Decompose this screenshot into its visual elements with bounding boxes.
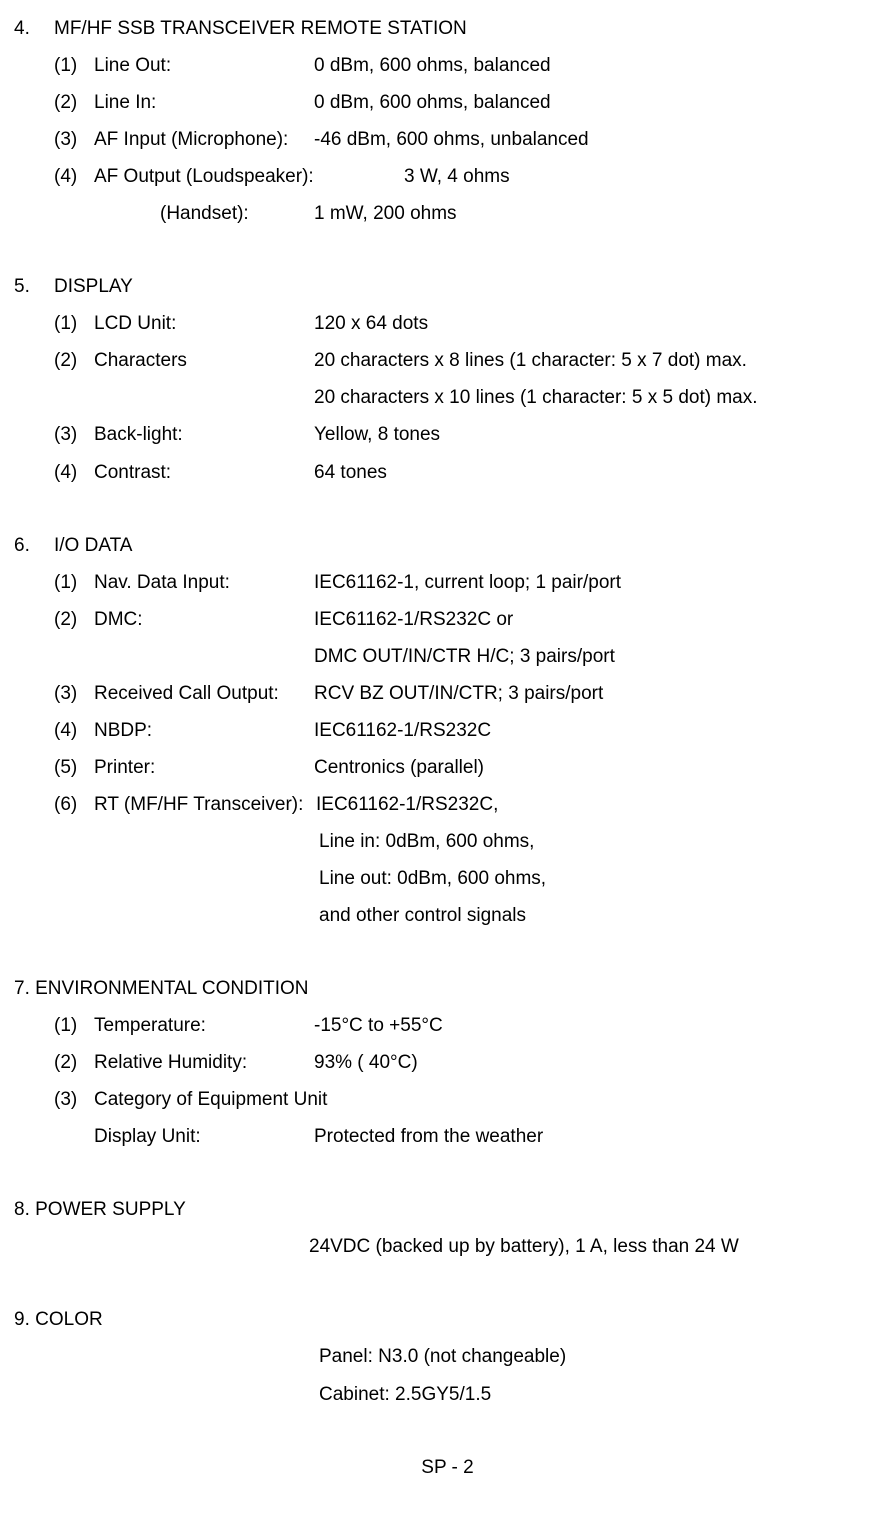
item-value: 93% ( 40°C) [314,1044,881,1081]
s6-item-6d: and other control signals [14,897,881,934]
s5-item-3: (3) Back-light: Yellow, 8 tones [14,416,881,453]
s7-item-3: (3) Category of Equipment Unit [14,1081,881,1118]
s6-item-6: (6) RT (MF/HF Transceiver): IEC61162-1/R… [14,786,881,823]
s4-item-1: (1) Line Out: 0 dBm, 600 ohms, balanced [14,47,881,84]
section-6-heading: I/O DATA [54,527,132,564]
item-num: (3) [54,416,94,453]
section-4-heading: MF/HF SSB TRANSCEIVER REMOTE STATION [54,10,467,47]
item-value: IEC61162-1, current loop; 1 pair/port [314,564,881,601]
s6-item-4: (4) NBDP: IEC61162-1/RS232C [14,712,881,749]
section-6-num: 6. [14,527,54,564]
section-5-heading: DISPLAY [54,268,133,305]
item-num: (2) [54,1044,94,1081]
item-num: (5) [54,749,94,786]
s4-handset: (Handset): 1 mW, 200 ohms [14,195,881,232]
item-num: (1) [54,305,94,342]
item-label: Category of Equipment Unit [94,1081,327,1118]
item-num: (3) [54,121,94,158]
item-label: Nav. Data Input: [94,564,314,601]
section-5-num: 5. [14,268,54,305]
s4-item-2: (2) Line In: 0 dBm, 600 ohms, balanced [14,84,881,121]
item-num: (6) [54,786,94,823]
item-num: (4) [54,712,94,749]
section-4-title: 4. MF/HF SSB TRANSCEIVER REMOTE STATION [14,10,881,47]
handset-value: 1 mW, 200 ohms [314,195,457,232]
item-label: Received Call Output: [94,675,314,712]
item-label: DMC: [94,601,314,638]
s6-item-5: (5) Printer: Centronics (parallel) [14,749,881,786]
item-num: (2) [54,342,94,379]
item-label: NBDP: [94,712,314,749]
section-7-title: 7. ENVIRONMENTAL CONDITION [14,970,881,1007]
item-num: (4) [54,454,94,491]
item-num: (1) [54,47,94,84]
s7-display-unit: Display Unit: Protected from the weather [14,1118,881,1155]
item-label: Contrast: [94,454,314,491]
item-value: IEC61162-1/RS232C, [316,786,881,823]
s9-v1: Panel: N3.0 (not changeable) [14,1338,881,1375]
s8-value: 24VDC (backed up by battery), 1 A, less … [14,1228,881,1265]
item-value: 3 W, 4 ohms [404,158,881,195]
section-6-title: 6. I/O DATA [14,527,881,564]
s5-item-4: (4) Contrast: 64 tones [14,454,881,491]
item-num: (1) [54,564,94,601]
s6-item-2: (2) DMC: IEC61162-1/RS232C or [14,601,881,638]
item-value: IEC61162-1/RS232C [314,712,881,749]
s5-item-2b: 20 characters x 10 lines (1 character: 5… [14,379,881,416]
item-label: Line Out: [94,47,314,84]
item-label: Relative Humidity: [94,1044,314,1081]
item-value: Centronics (parallel) [314,749,881,786]
s5-item-1: (1) LCD Unit: 120 x 64 dots [14,305,881,342]
s4-item-4: (4) AF Output (Loudspeaker): 3 W, 4 ohms [14,158,881,195]
s7-item-2: (2) Relative Humidity: 93% ( 40°C) [14,1044,881,1081]
item-label: AF Output (Loudspeaker): [94,158,404,195]
item-label: Printer: [94,749,314,786]
item-label: LCD Unit: [94,305,314,342]
item-value: IEC61162-1/RS232C or [314,601,881,638]
item-num: (1) [54,1007,94,1044]
item-value: -15°C to +55°C [314,1007,881,1044]
item-label: AF Input (Microphone): [94,121,314,158]
item-num: (2) [54,601,94,638]
item-num: (3) [54,675,94,712]
s7-item-1: (1) Temperature: -15°C to +55°C [14,1007,881,1044]
s6-item-6c: Line out: 0dBm, 600 ohms, [14,860,881,897]
section-4-num: 4. [14,10,54,47]
item-value: 20 characters x 8 lines (1 character: 5 … [314,342,881,379]
item-value: RCV BZ OUT/IN/CTR; 3 pairs/port [314,675,881,712]
item-label: Characters [94,342,314,379]
item-label: Back-light: [94,416,314,453]
item-label: Line In: [94,84,314,121]
item-value: 0 dBm, 600 ohms, balanced [314,84,881,121]
section-8-title: 8. POWER SUPPLY [14,1191,881,1228]
s6-item-3: (3) Received Call Output: RCV BZ OUT/IN/… [14,675,881,712]
item-value: 0 dBm, 600 ohms, balanced [314,47,881,84]
s4-item-3: (3) AF Input (Microphone): -46 dBm, 600 … [14,121,881,158]
s6-item-2b: DMC OUT/IN/CTR H/C; 3 pairs/port [14,638,881,675]
section-9-title: 9. COLOR [14,1301,881,1338]
item-value: -46 dBm, 600 ohms, unbalanced [314,121,881,158]
item-value: 64 tones [314,454,881,491]
section-5-title: 5. DISPLAY [14,268,881,305]
handset-label: (Handset): [160,195,314,232]
item-value: Yellow, 8 tones [314,416,881,453]
item-label: Temperature: [94,1007,314,1044]
item-value: 120 x 64 dots [314,305,881,342]
page-footer: SP - 2 [14,1449,881,1486]
du-value: Protected from the weather [314,1118,543,1155]
du-label: Display Unit: [94,1118,314,1155]
s5-item-2: (2) Characters 20 characters x 8 lines (… [14,342,881,379]
item-num: (3) [54,1081,94,1118]
item-num: (4) [54,158,94,195]
s9-v2: Cabinet: 2.5GY5/1.5 [14,1376,881,1413]
item-label: RT (MF/HF Transceiver): [94,786,316,823]
item-num: (2) [54,84,94,121]
s6-item-1: (1) Nav. Data Input: IEC61162-1, current… [14,564,881,601]
s6-item-6b: Line in: 0dBm, 600 ohms, [14,823,881,860]
